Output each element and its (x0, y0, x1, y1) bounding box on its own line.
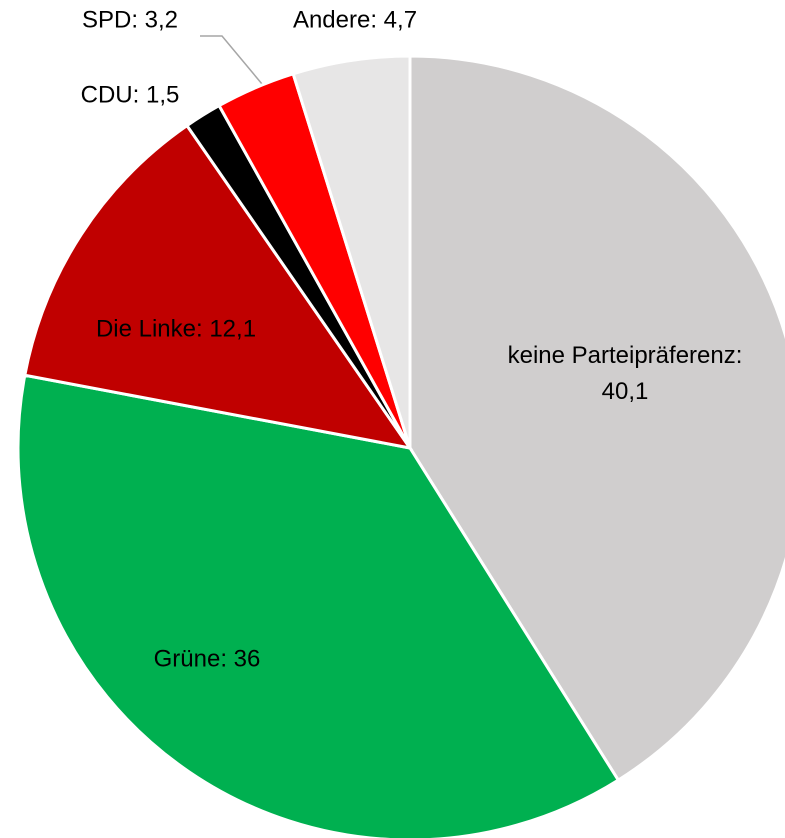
leader-line (200, 35, 263, 85)
pie-slice (291, 54, 412, 449)
pie-slice (408, 54, 785, 783)
data-label-box: keine Parteipräferenz: 40,1 (507, 342, 743, 405)
pie-slice (16, 373, 621, 838)
data-label: SPD: 3,2 (82, 6, 178, 33)
pie-slice (23, 123, 414, 451)
data-label: CDU: 1,5 (81, 81, 180, 108)
data-label: Grüne: 36 (154, 645, 261, 672)
data-label: Andere: 4,7 (293, 6, 417, 33)
data-label: Die Linke: 12,1 (96, 315, 256, 342)
data-label: keine Parteipräferenz: 40,1 (507, 342, 743, 405)
